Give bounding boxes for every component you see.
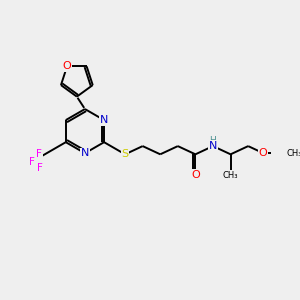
- Text: N: N: [100, 115, 108, 125]
- Text: S: S: [122, 149, 129, 159]
- Text: N: N: [209, 141, 217, 151]
- Text: N: N: [81, 148, 89, 158]
- Text: CH₃: CH₃: [223, 171, 238, 180]
- Text: H: H: [210, 136, 216, 145]
- Text: F: F: [29, 158, 35, 167]
- Text: F: F: [38, 163, 43, 173]
- Text: O: O: [63, 61, 71, 71]
- Text: CH₃: CH₃: [286, 148, 300, 158]
- Text: F: F: [36, 148, 42, 158]
- Text: O: O: [259, 148, 268, 158]
- Text: O: O: [191, 170, 200, 180]
